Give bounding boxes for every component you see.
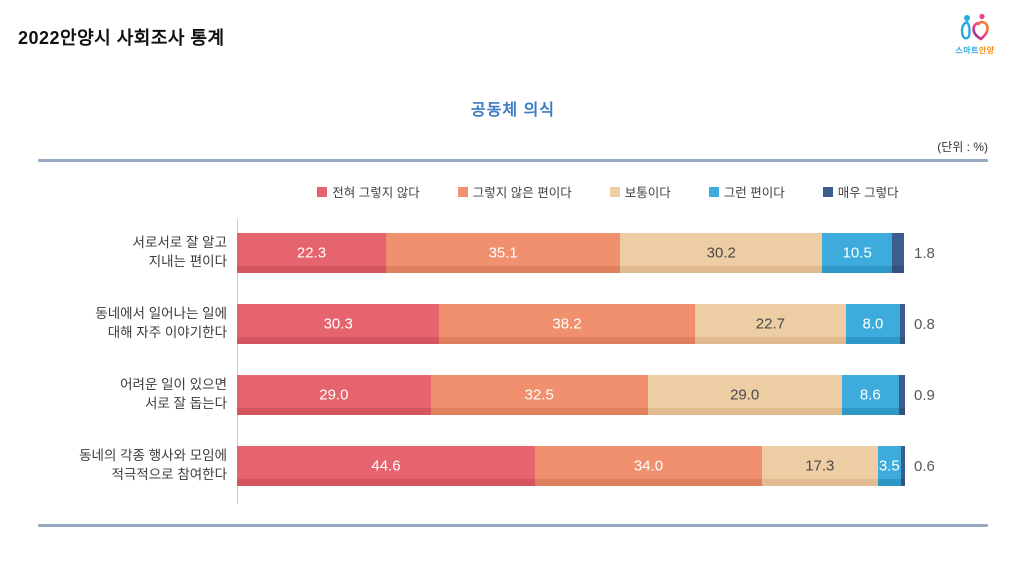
bar-value-label-outside: 0.8 [914,315,935,333]
bar-value-label: 8.0 [862,315,884,333]
bar-segment: 30.2 [620,233,823,273]
page-title: 2022안양시 사회조사 통계 [18,28,225,48]
bar-value-label: 8.6 [859,386,881,404]
bar-segment: 22.3 [237,233,386,273]
category-label: 서로서로 잘 알고 지내는 편이다 [132,235,227,269]
bar-segment: 30.3 [237,304,440,344]
chart: 공동체 의식 (단위 : %) 전혀 그렇지 않다 그렇지 않은 편이다 보통이다 그… [38,96,988,527]
bar-segment: 29.0 [647,375,842,415]
legend-swatch [317,186,328,197]
bar-value-label: 38.2 [552,315,582,333]
bar-segment: 38.2 [439,304,695,344]
bar-row: 서로서로 잘 알고 지내는 편이다 22.3 35.1 30.2 10.5 1.8 [38,233,988,273]
bar-segment [892,233,905,273]
bar-value-label-outside: 1.8 [914,244,935,262]
legend-item: 보통이다 [609,182,671,201]
smart-anyang-logo: 스마트안양 [944,12,1006,56]
bar-value-label: 34.0 [633,457,664,475]
bar-segment [898,375,905,415]
legend-label: 전혀 그렇지 않다 [332,186,420,200]
axis-line [237,219,238,504]
bar-segment [900,446,905,486]
page-header: 2022안양시 사회조사 통계 스마트안양 [0,0,1024,70]
bar-row: 어려운 일이 있으면 서로 잘 돕는다 29.0 32.5 29.0 8.6 0.9 [38,375,988,415]
bar-segment: 35.1 [385,233,621,273]
legend-item: 매우 그렇다 [822,182,899,201]
legend-label: 그렇지 않은 편이다 [472,186,572,200]
bar-value-label: 30.3 [323,315,353,333]
bar-value-label-outside: 0.6 [914,457,935,475]
legend-item: 그런 편이다 [708,182,785,201]
bar-segment: 22.7 [694,304,847,344]
category-label: 동네의 각종 행사와 모임에 적극적으로 참여한다 [79,448,227,482]
bar-value-label: 29.0 [730,386,760,404]
bar-value-label: 35.1 [488,244,518,262]
legend-swatch [457,186,468,197]
bar-value-label: 32.5 [524,386,554,404]
bar-value-label: 22.3 [296,244,327,262]
bar-segment: 8.0 [846,304,900,344]
bar-value-label: 30.2 [706,244,736,262]
bar-segment [899,304,905,344]
bar-value-label: 17.3 [805,457,835,475]
bar-segment: 8.6 [841,375,899,415]
logo-text: 스마트안양 [955,46,995,55]
chart-legend: 전혀 그렇지 않다 그렇지 않은 편이다 보통이다 그런 편이다 매우 그렇다 [228,182,988,201]
unit-label: (단위 : %) [937,140,988,154]
legend-label: 매우 그렇다 [837,186,899,200]
bar-value-label: 22.7 [755,315,785,333]
bar-row: 동네에서 일어나는 일에 대해 자주 이야기한다 30.3 38.2 22.7 8.0 0.… [38,304,988,344]
bar-segment: 32.5 [430,375,648,415]
bar-segment: 44.6 [237,446,535,486]
bar-track: 29.0 32.5 29.0 8.6 [237,375,905,415]
chart-title: 공동체 의식 [470,102,556,119]
legend-item: 그렇지 않은 편이다 [457,182,572,201]
top-rule [38,159,988,162]
bar-value-label: 10.5 [842,244,872,262]
legend-swatch [708,186,719,197]
bar-track: 30.3 38.2 22.7 8.0 [237,304,905,344]
bar-segment: 3.5 [877,446,901,486]
heart-people-icon [960,13,989,41]
bar-segment: 17.3 [762,446,878,486]
bar-segment: 34.0 [534,446,763,486]
legend-swatch [609,186,620,197]
bottom-rule [38,524,988,527]
legend-label: 보통이다 [624,186,671,200]
legend-swatch [822,186,833,197]
legend-label: 그런 편이다 [723,186,785,200]
bar-segment: 29.0 [237,375,431,415]
category-label: 어려운 일이 있으면 서로 잘 돕는다 [120,377,227,411]
bar-segment: 10.5 [822,233,893,273]
legend-item: 전혀 그렇지 않다 [317,182,420,201]
category-label: 동네에서 일어나는 일에 대해 자주 이야기한다 [95,306,227,340]
bar-value-label: 3.5 [878,457,900,475]
bar-value-label-outside: 0.9 [914,386,935,404]
chart-rows: 서로서로 잘 알고 지내는 편이다 22.3 35.1 30.2 10.5 1.8 동네에서 … [38,219,988,504]
bar-value-label: 29.0 [319,386,349,404]
bar-track: 44.6 34.0 17.3 3.5 [237,446,905,486]
bar-value-label: 44.6 [371,457,401,475]
bar-row: 동네의 각종 행사와 모임에 적극적으로 참여한다 44.6 34.0 17.3 3.5 0… [38,446,988,486]
bar-track: 22.3 35.1 30.2 10.5 [237,233,905,273]
